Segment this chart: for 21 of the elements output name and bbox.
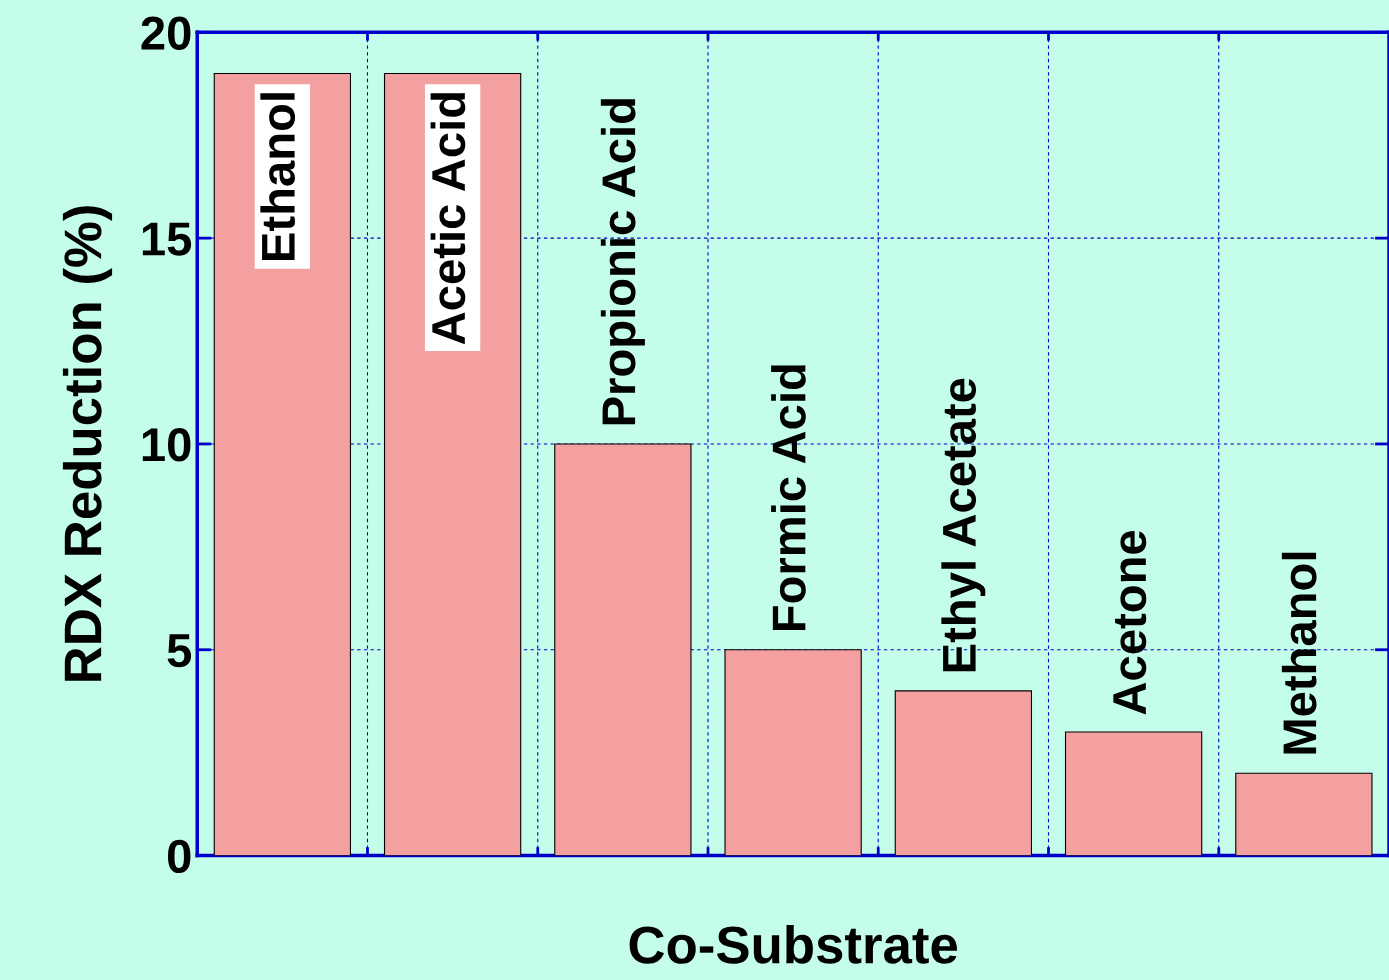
bar — [383, 72, 522, 856]
bar — [724, 649, 862, 856]
x-tick-label: Methanol — [1281, 552, 1317, 754]
x-tick-label: Ethyl Acetate — [941, 378, 986, 672]
y-tick-label: 0 — [167, 839, 191, 874]
bar — [1064, 731, 1203, 856]
bar — [894, 690, 1033, 856]
y-axis-title: RDX Reduction (%) — [62, 206, 113, 681]
x-tick-label: Propionic Acid — [600, 99, 645, 425]
y-tick-label: 5 — [167, 634, 192, 668]
x-tick-label: Formic Acid — [771, 365, 806, 631]
bar — [1235, 772, 1373, 856]
x-tick-label: Acetic Acid — [430, 93, 466, 345]
x-tick-label: Acetone — [1113, 530, 1147, 715]
x-tick-label: Ethanol — [260, 93, 296, 260]
y-tick-label: 20 — [141, 16, 191, 50]
bar — [213, 72, 352, 856]
x-axis-title: Co-Substrate — [629, 924, 958, 964]
y-tick-label: 10 — [142, 428, 191, 462]
y-tick-label: 15 — [142, 222, 192, 256]
bar — [554, 443, 692, 856]
